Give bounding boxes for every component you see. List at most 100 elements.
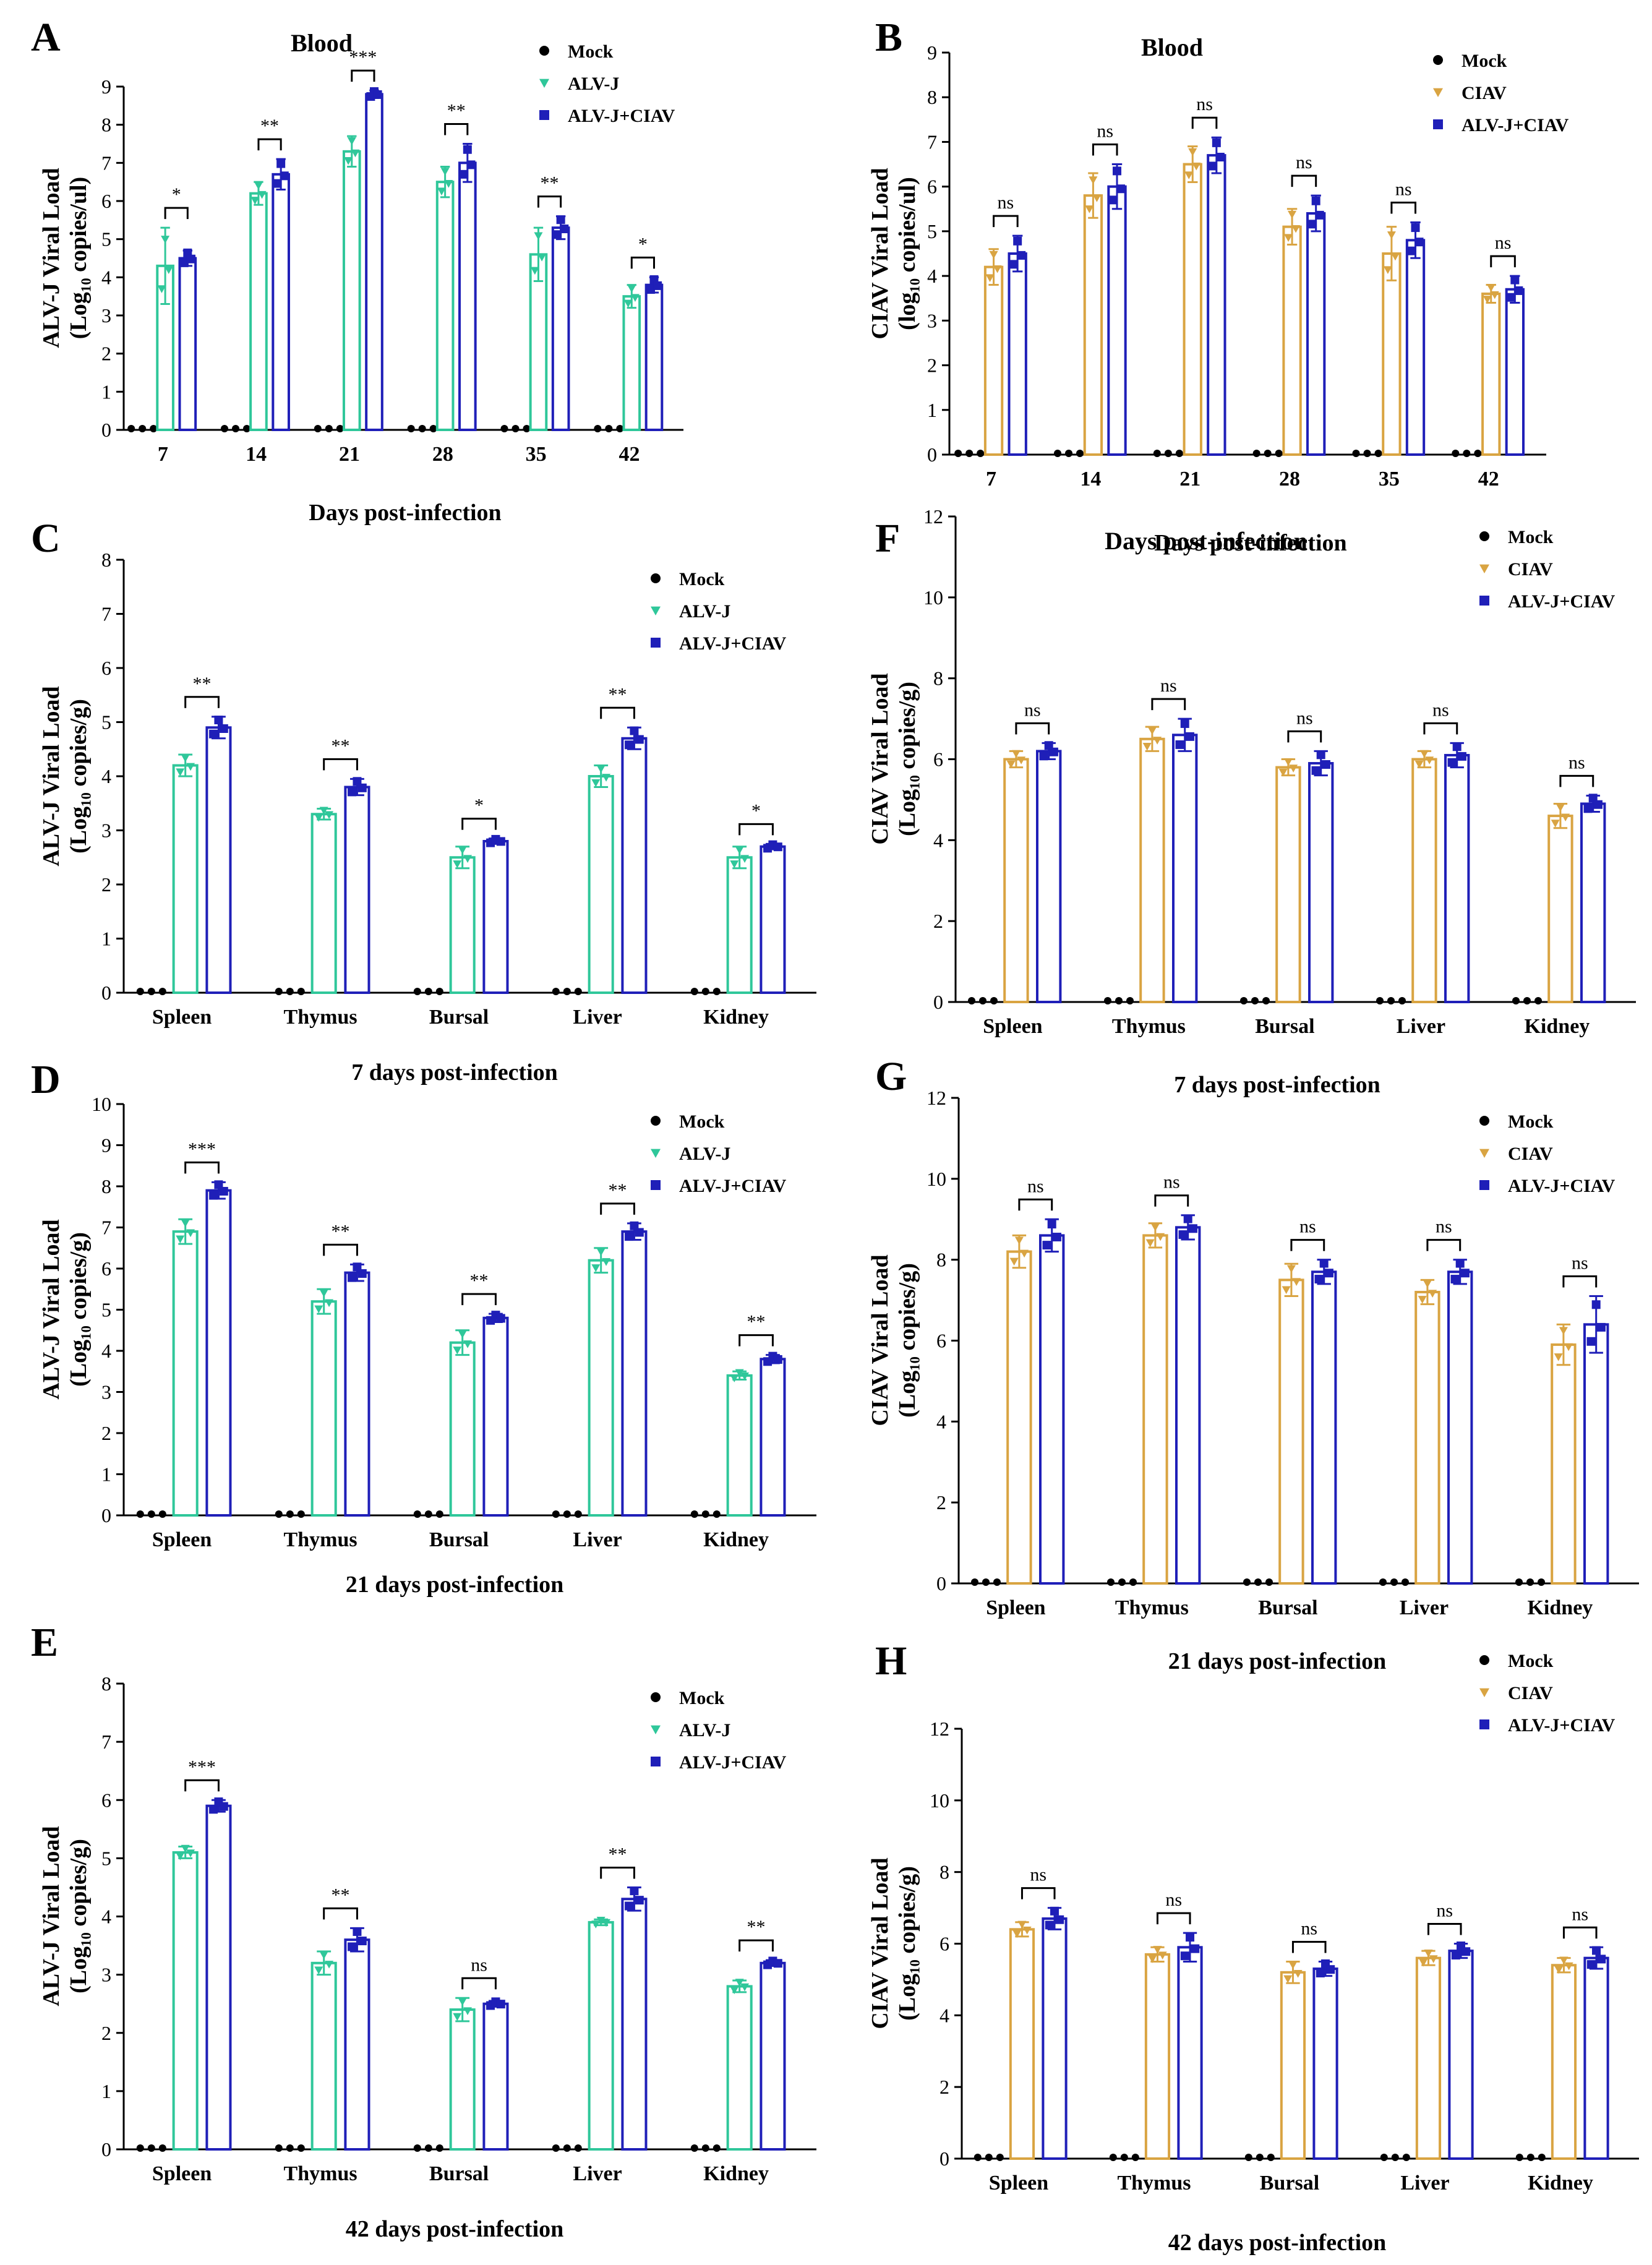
mock-dot [325, 425, 333, 432]
y-tick-label: 4 [101, 1340, 111, 1362]
y-axis-label-line: ALV-J Viral Load [38, 1219, 64, 1399]
mock-dot [1474, 450, 1482, 457]
bar-coinf [1308, 762, 1334, 1003]
y-axis-label-line: ALV-J Viral Load [38, 1826, 64, 2006]
x-tick-label: 14 [246, 443, 267, 466]
bar-coinf [1042, 1917, 1068, 2160]
data-point [314, 1966, 323, 1975]
data-point [458, 1330, 467, 1338]
bar-alvj [310, 1300, 337, 1517]
y-tick-label: 7 [101, 1217, 111, 1239]
significance-label: ns [1296, 152, 1312, 173]
x-tick-label: Kidney [703, 1006, 769, 1029]
significance-label: ** [747, 1312, 766, 1332]
bar-coinf [1008, 252, 1027, 456]
x-tick-label: Spleen [983, 1015, 1042, 1038]
data-point [1291, 225, 1301, 233]
legend-marker-coinf [1479, 1180, 1489, 1190]
y-tick-label: 9 [101, 1134, 111, 1157]
data-point [276, 159, 286, 168]
significance-bracket [1562, 1275, 1598, 1288]
legend-marker-ciav [1479, 564, 1489, 573]
data-point [319, 1951, 328, 1959]
data-point [496, 2000, 505, 2009]
data-point [1011, 750, 1021, 758]
legend-marker-mock [1479, 1116, 1489, 1126]
legend-label: ALV-J [679, 601, 730, 622]
data-point [1192, 162, 1201, 171]
y-axis-label-line: (log₁₀ copies/ul) [894, 177, 920, 330]
significance-bracket [323, 1243, 358, 1256]
data-point [556, 215, 565, 225]
bar-coinf [1444, 753, 1470, 1004]
significance-label: ns [1572, 1904, 1588, 1924]
x-tick-label: Bursal [1258, 1596, 1317, 1619]
mock-dot [429, 425, 437, 432]
significance-bracket [1156, 1912, 1191, 1925]
significance-label: *** [188, 1757, 216, 1777]
data-point [630, 1221, 639, 1230]
y-tick-label: 2 [101, 873, 111, 896]
significance-label: ns [1027, 1176, 1044, 1196]
significance-bracket [1021, 1887, 1056, 1899]
mock-dot [1402, 2154, 1410, 2161]
significance-label: ns [1299, 1217, 1316, 1237]
y-axis-label-line: (Log₁₀ copies/g) [66, 1839, 92, 1993]
bar-coinf [1306, 212, 1326, 456]
data-point [1592, 1946, 1601, 1955]
legend-marker-coinf [651, 1180, 661, 1190]
data-point [314, 1305, 323, 1314]
mock-dot [424, 988, 432, 995]
significance-label: ** [193, 674, 212, 694]
mock-dot [1129, 1578, 1137, 1586]
mock-dot [1390, 1578, 1398, 1586]
data-point [730, 860, 739, 868]
mock-dot [275, 988, 283, 995]
y-tick-label: 4 [927, 265, 937, 287]
legend-marker-mock [1479, 531, 1489, 541]
mock-dot [1265, 1578, 1273, 1586]
bar-ciav [1415, 1956, 1442, 2160]
mock-dot [158, 1510, 166, 1518]
x-axis-label: 7 days post-infection [351, 1060, 558, 1085]
data-point [444, 180, 453, 188]
mock-dot [1538, 1578, 1545, 1586]
x-tick-label: 28 [1279, 468, 1300, 490]
data-point [1012, 1930, 1022, 1938]
data-point [181, 754, 190, 763]
mock-dot [435, 2144, 443, 2152]
data-point [1324, 1269, 1333, 1278]
data-point [348, 787, 357, 797]
mock-dot [1515, 2154, 1523, 2161]
data-point [1314, 1275, 1324, 1284]
significance-bracket [444, 123, 469, 135]
x-tick-label: 35 [526, 443, 547, 466]
mock-dot [552, 988, 560, 995]
data-point [1047, 1220, 1056, 1229]
bar-ciav [1411, 758, 1437, 1003]
significance-label: ** [332, 1885, 350, 1905]
data-point [1554, 1353, 1563, 1361]
y-tick-label: 1 [101, 1463, 111, 1486]
panel-D: D 0 1 2 3 4 5 6 7 8 9 10 ALV-J Viral Load(Log₁₀ copi… [31, 1057, 816, 1598]
y-tick-label: 4 [101, 266, 111, 288]
significance-label: ** [470, 1270, 489, 1291]
data-point [1009, 1257, 1019, 1266]
bar-coinf [205, 1189, 232, 1517]
data-point [534, 232, 543, 241]
mock-dot [563, 1510, 571, 1518]
y-axis-label-line: CIAV Viral Load [867, 1254, 893, 1426]
bar-ciav [1183, 163, 1202, 456]
bar-ciav [1551, 1964, 1577, 2160]
bar-coinf [458, 161, 477, 431]
mock-dot [413, 988, 421, 995]
data-point [1419, 750, 1429, 758]
data-point [1486, 284, 1496, 292]
mock-dot [413, 1510, 421, 1518]
mock-dot [954, 450, 962, 457]
data-point [1326, 1965, 1335, 1974]
y-tick-label: 0 [101, 2138, 111, 2160]
y-tick-label: 8 [927, 86, 937, 108]
data-point [1597, 1955, 1606, 1964]
data-point [1183, 1214, 1192, 1223]
